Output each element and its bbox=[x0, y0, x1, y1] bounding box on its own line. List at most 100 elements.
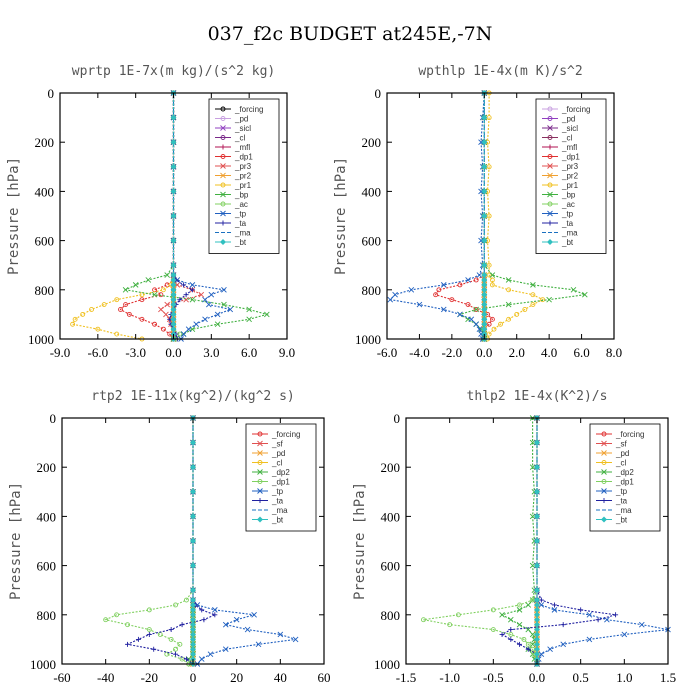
data-point bbox=[465, 302, 471, 308]
data-point bbox=[251, 611, 257, 618]
legend-marker bbox=[220, 116, 226, 121]
legend-entry: _pd bbox=[252, 449, 285, 458]
data-point bbox=[170, 311, 177, 318]
data-point bbox=[80, 311, 86, 317]
x-tick-label: -6.0 bbox=[88, 345, 109, 360]
data-point bbox=[465, 277, 471, 283]
data-point bbox=[177, 297, 183, 303]
legend-label: _ta bbox=[234, 219, 247, 228]
legend-entry: _cl bbox=[596, 459, 626, 468]
legend-marker bbox=[257, 479, 263, 484]
legend-entry: _pr3 bbox=[542, 162, 579, 171]
legend-marker bbox=[257, 450, 263, 456]
legend-marker bbox=[220, 125, 226, 131]
legend-entry: _forcing bbox=[596, 430, 644, 439]
data-point bbox=[125, 622, 130, 628]
legend-entry: _forcing bbox=[252, 430, 300, 439]
data-point bbox=[145, 277, 152, 283]
y-tick-label: 1000 bbox=[30, 657, 56, 672]
legend-entry: _dp1 bbox=[252, 478, 290, 487]
data-point bbox=[516, 607, 523, 613]
data-point bbox=[198, 291, 205, 298]
data-point bbox=[529, 641, 536, 648]
legend-label: _bt bbox=[234, 238, 247, 247]
legend-label: _dp2 bbox=[615, 468, 634, 477]
data-point bbox=[468, 316, 475, 323]
legend-marker bbox=[547, 220, 553, 226]
data-point bbox=[170, 114, 177, 121]
data-point bbox=[185, 326, 192, 332]
legend-marker bbox=[547, 239, 553, 245]
x-tick-label: -20 bbox=[141, 670, 158, 685]
legend-entry: _pr2 bbox=[215, 172, 252, 181]
x-tick-label: 0.0 bbox=[165, 345, 181, 360]
legend-label: _pr2 bbox=[234, 172, 252, 181]
data-point bbox=[173, 651, 179, 657]
legend-entry: _pd bbox=[215, 115, 248, 124]
data-point bbox=[530, 292, 536, 298]
data-point bbox=[135, 636, 141, 642]
data-point bbox=[246, 316, 252, 323]
legend-marker bbox=[220, 154, 226, 159]
data-point bbox=[170, 272, 177, 279]
legend-label: _sf bbox=[271, 440, 283, 449]
legend-label: _cl bbox=[234, 134, 245, 143]
legend-marker bbox=[220, 210, 226, 217]
data-point bbox=[476, 272, 483, 278]
data-point bbox=[244, 626, 251, 633]
data-point bbox=[481, 296, 488, 303]
legend-entry: _bp bbox=[215, 191, 249, 200]
legend-marker bbox=[257, 469, 263, 475]
data-point bbox=[534, 606, 540, 613]
series-pr3 bbox=[158, 90, 205, 342]
legend-marker bbox=[601, 498, 607, 503]
data-point bbox=[170, 306, 177, 313]
data-point bbox=[132, 282, 139, 288]
data-point bbox=[613, 612, 619, 618]
x-tick-label: -40 bbox=[97, 670, 114, 685]
legend-entry: _cl bbox=[215, 134, 245, 143]
data-point bbox=[164, 301, 171, 308]
y-tick-label: 800 bbox=[362, 283, 382, 298]
legend-label: _cl bbox=[615, 459, 626, 468]
data-point bbox=[177, 641, 183, 647]
data-point bbox=[208, 291, 215, 298]
x-tick-label: 8.0 bbox=[606, 345, 622, 360]
y-tick-label: 200 bbox=[381, 460, 401, 475]
data-point bbox=[514, 311, 520, 317]
data-point bbox=[551, 602, 557, 608]
legend-entry: _tp bbox=[542, 210, 574, 219]
legend-label: _sicl bbox=[561, 124, 578, 133]
data-point bbox=[189, 282, 196, 288]
series-line bbox=[486, 93, 544, 340]
data-point bbox=[170, 316, 177, 323]
data-point bbox=[202, 316, 208, 323]
data-point bbox=[101, 302, 107, 308]
data-point bbox=[534, 597, 540, 604]
y-tick-label: 1000 bbox=[28, 332, 54, 347]
data-point bbox=[170, 296, 177, 303]
legend-entry: _cl bbox=[252, 459, 282, 468]
data-point bbox=[534, 641, 540, 648]
data-point bbox=[481, 291, 488, 298]
legend-label: _ta bbox=[615, 497, 628, 506]
legend-marker bbox=[220, 201, 226, 207]
legend-entry: _forcing bbox=[542, 105, 590, 114]
data-point bbox=[190, 611, 196, 618]
legend-label: _bp bbox=[561, 191, 576, 200]
data-point bbox=[457, 282, 463, 288]
legend-label: _ma bbox=[271, 506, 288, 515]
data-point bbox=[160, 287, 166, 293]
data-point bbox=[160, 326, 166, 332]
data-point bbox=[534, 626, 540, 633]
y-axis-label: Pressure [hPa] bbox=[352, 482, 368, 600]
data-point bbox=[95, 326, 101, 332]
series-line bbox=[458, 93, 587, 339]
legend-entry: _dp2 bbox=[252, 468, 290, 477]
legend-box bbox=[208, 98, 280, 254]
legend-label: _pr1 bbox=[234, 181, 252, 190]
legend-label: _ac bbox=[234, 200, 248, 209]
x-tick-label: -0.5 bbox=[483, 670, 504, 685]
legend-label: _pd bbox=[561, 115, 575, 124]
legend-entry: _tp bbox=[596, 487, 628, 496]
